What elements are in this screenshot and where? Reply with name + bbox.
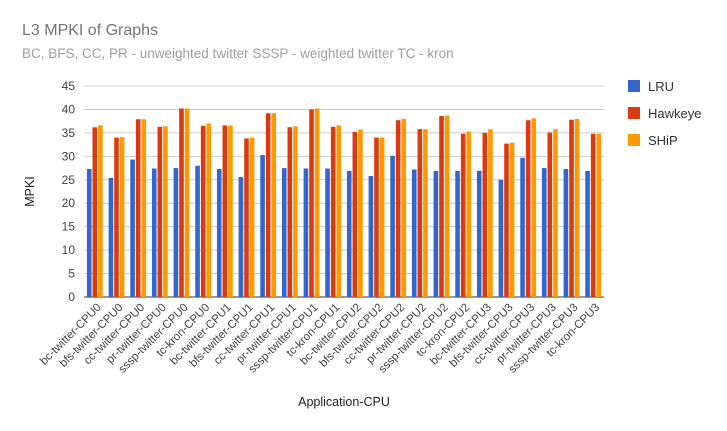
bar-ship: [466, 131, 472, 297]
legend-label-ship: SHiP: [648, 133, 678, 148]
bar-lru: [520, 157, 525, 297]
bar-hawkeye: [547, 132, 553, 297]
bar-lru: [108, 177, 114, 297]
bar-hawkeye: [244, 138, 249, 297]
bar-ship: [141, 119, 147, 297]
y-tick-label: 30: [62, 149, 76, 163]
bar-hawkeye: [309, 109, 314, 297]
bar-lru: [325, 168, 330, 297]
y-tick-label: 45: [62, 79, 76, 93]
legend: LRU Hawkeye SHiP: [628, 79, 701, 148]
bar-ship: [163, 126, 168, 297]
bar-lru: [260, 154, 265, 297]
bar-hawkeye: [439, 116, 444, 297]
legend-swatch-lru: [628, 80, 640, 92]
gridlines: [84, 85, 604, 298]
bar-lru: [238, 176, 244, 297]
bar-ship: [574, 118, 580, 297]
bar-ship: [531, 118, 537, 297]
chart-title: L3 MPKI of Graphs: [22, 22, 159, 39]
bar-lru: [433, 170, 439, 297]
bar-hawkeye: [504, 143, 509, 297]
y-axis-label: MPKI: [23, 176, 37, 207]
bar-ship: [271, 113, 277, 297]
y-tick-label: 35: [62, 126, 76, 140]
bar-lru: [476, 170, 482, 297]
bar-hawkeye: [157, 126, 163, 297]
bar-ship: [293, 126, 298, 297]
bar-hawkeye: [92, 127, 98, 297]
bar-lru: [216, 168, 222, 297]
x-axis-ticks: bc-twitter-CPU0bfs-twitter-CPU0cc-twitte…: [38, 302, 602, 376]
bar-hawkeye: [590, 133, 596, 297]
bar-ship: [314, 108, 320, 297]
bar-ship: [184, 108, 190, 297]
bar-hawkeye: [569, 119, 574, 297]
bar-ship: [228, 125, 233, 297]
bar-hawkeye: [417, 129, 423, 297]
bar-lru: [368, 176, 374, 297]
bar-hawkeye: [135, 119, 141, 297]
bar-lru: [346, 170, 352, 297]
bar-hawkeye: [374, 137, 379, 297]
legend-label-lru: LRU: [648, 79, 674, 94]
bar-ship: [553, 129, 558, 297]
bar-ship: [206, 123, 212, 297]
bar-hawkeye: [114, 137, 119, 297]
x-axis-label: Application-CPU: [298, 395, 390, 409]
bar-lru: [585, 170, 590, 297]
bar-hawkeye: [222, 125, 228, 297]
bar-ship: [444, 115, 450, 297]
bar-ship: [596, 133, 602, 297]
bar-lru: [281, 168, 287, 297]
bar-lru: [173, 168, 179, 297]
bar-hawkeye: [287, 127, 293, 297]
bar-lru: [411, 169, 417, 297]
legend-swatch-ship: [628, 134, 640, 146]
bar-lru: [86, 168, 92, 297]
bar-hawkeye: [460, 133, 466, 297]
bar-lru: [303, 168, 309, 297]
bar-lru: [390, 155, 395, 297]
bar-ship: [249, 137, 255, 297]
y-tick-label: 40: [62, 102, 76, 116]
y-tick-label: 25: [62, 173, 76, 187]
bar-ship: [379, 137, 385, 297]
legend-swatch-hawkeye: [628, 107, 640, 119]
bar-ship: [488, 129, 493, 297]
bar-lru: [195, 165, 200, 297]
bar-lru: [541, 168, 547, 297]
bars: [86, 108, 602, 297]
bar-hawkeye: [330, 126, 336, 297]
bar-ship: [509, 142, 515, 297]
bar-hawkeye: [395, 120, 401, 297]
bar-ship: [423, 129, 428, 297]
bar-hawkeye: [179, 108, 184, 297]
y-axis-ticks: 0 5 10 15 20 25 30 35 40 45: [62, 79, 76, 304]
bar-lru: [151, 168, 157, 297]
y-tick-label: 20: [62, 196, 76, 210]
legend-label-hawkeye: Hawkeye: [648, 106, 701, 121]
y-tick-label: 0: [68, 290, 75, 304]
y-tick-label: 15: [62, 220, 76, 234]
bar-ship: [358, 129, 363, 297]
bar-lru: [130, 159, 135, 297]
bar-hawkeye: [265, 113, 271, 297]
bar-hawkeye: [200, 125, 206, 297]
bar-hawkeye: [525, 120, 531, 297]
bar-lru: [455, 170, 460, 297]
y-tick-label: 10: [62, 243, 76, 257]
bar-hawkeye: [482, 132, 488, 297]
y-tick-label: 5: [68, 267, 75, 281]
chart-subtitle: BC, BFS, CC, PR - unweighted twitter SSS…: [22, 46, 454, 61]
bar-hawkeye: [352, 131, 358, 297]
bar-lru: [498, 179, 504, 297]
bar-ship: [336, 125, 342, 297]
bar-ship: [98, 125, 103, 297]
bar-ship: [119, 137, 125, 297]
bar-ship: [401, 118, 407, 297]
bar-lru: [563, 168, 569, 297]
